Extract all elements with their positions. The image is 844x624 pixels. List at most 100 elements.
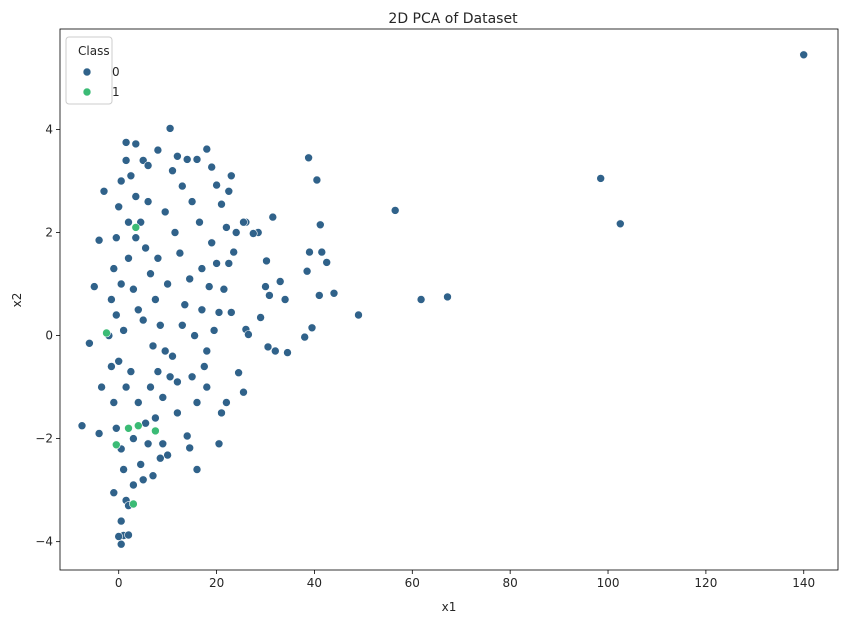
data-point-class-0 xyxy=(227,171,236,181)
data-point-class-0 xyxy=(202,346,212,356)
data-point-class-0 xyxy=(322,258,332,267)
data-point-class-0 xyxy=(185,274,194,284)
data-point-class-0 xyxy=(156,320,165,330)
data-point-class-0 xyxy=(170,228,180,237)
x-tick-label: 80 xyxy=(503,576,518,590)
data-point-class-0 xyxy=(212,180,221,190)
data-point-class-0 xyxy=(202,144,212,154)
data-point-class-1 xyxy=(102,328,111,338)
data-point-class-0 xyxy=(249,229,258,238)
data-point-class-0 xyxy=(354,310,363,320)
data-point-class-0 xyxy=(163,450,172,460)
legend-marker-class-0 xyxy=(82,67,92,77)
y-tick-label: −2 xyxy=(35,432,53,446)
points-layer xyxy=(77,50,809,549)
data-point-class-0 xyxy=(148,471,158,481)
data-point-class-0 xyxy=(121,138,131,147)
data-point-class-0 xyxy=(129,284,138,294)
data-point-class-0 xyxy=(227,308,236,317)
data-point-class-0 xyxy=(192,465,202,474)
data-point-class-0 xyxy=(153,145,163,155)
data-point-class-0 xyxy=(160,346,170,356)
data-point-class-0 xyxy=(217,408,226,418)
data-point-class-0 xyxy=(204,282,214,291)
data-point-class-0 xyxy=(197,264,207,273)
data-point-class-0 xyxy=(146,269,155,279)
data-point-class-0 xyxy=(146,382,155,392)
data-point-class-0 xyxy=(119,326,128,335)
data-point-class-0 xyxy=(158,439,168,449)
data-point-class-0 xyxy=(262,256,271,266)
data-point-class-0 xyxy=(307,323,317,333)
data-point-class-0 xyxy=(314,291,324,300)
data-point-class-0 xyxy=(231,228,241,237)
data-point-class-0 xyxy=(239,217,248,227)
data-point-class-0 xyxy=(224,259,234,268)
data-point-class-0 xyxy=(107,295,116,304)
data-point-class-0 xyxy=(256,313,265,322)
data-point-class-0 xyxy=(182,155,192,164)
data-point-class-0 xyxy=(136,460,145,469)
data-point-class-0 xyxy=(168,166,177,175)
data-point-class-0 xyxy=(85,338,94,348)
data-point-class-0 xyxy=(129,480,138,490)
data-point-class-0 xyxy=(116,176,126,186)
data-point-class-0 xyxy=(197,305,207,315)
data-point-class-0 xyxy=(302,266,312,276)
data-point-class-0 xyxy=(416,295,426,304)
data-point-class-0 xyxy=(283,348,292,357)
data-point-class-0 xyxy=(143,439,153,449)
legend-label-class-0: 0 xyxy=(112,65,120,79)
data-point-class-0 xyxy=(202,382,212,392)
chart-title: 2D PCA of Dataset xyxy=(388,11,518,27)
data-point-class-0 xyxy=(275,277,285,286)
data-point-class-0 xyxy=(131,139,141,149)
data-point-class-0 xyxy=(175,248,185,258)
data-point-class-0 xyxy=(214,439,224,449)
data-point-class-0 xyxy=(153,367,163,376)
data-point-class-0 xyxy=(131,233,141,242)
x-tick-label: 120 xyxy=(694,576,717,590)
data-point-class-0 xyxy=(109,488,119,498)
data-point-class-0 xyxy=(300,332,310,342)
y-tick-label: 4 xyxy=(45,122,53,136)
data-point-class-0 xyxy=(124,217,133,227)
data-point-class-0 xyxy=(229,247,238,257)
data-point-class-0 xyxy=(134,305,143,315)
legend: Class 0 1 xyxy=(65,36,120,105)
data-point-class-0 xyxy=(443,292,452,302)
data-point-class-0 xyxy=(312,175,322,185)
data-point-class-0 xyxy=(187,197,197,206)
data-point-class-0 xyxy=(209,326,219,335)
data-point-class-0 xyxy=(195,217,204,227)
data-point-class-0 xyxy=(136,217,145,227)
data-point-class-0 xyxy=(134,398,143,407)
data-point-class-0 xyxy=(114,356,123,366)
data-point-class-0 xyxy=(112,233,121,242)
data-point-class-0 xyxy=(121,382,131,392)
data-point-class-0 xyxy=(124,530,133,540)
data-point-class-0 xyxy=(114,532,123,541)
plot-frame xyxy=(59,28,839,571)
data-point-class-0 xyxy=(168,351,177,361)
data-point-class-0 xyxy=(234,368,243,378)
data-point-class-0 xyxy=(160,207,170,217)
data-point-class-0 xyxy=(799,50,809,60)
data-point-class-0 xyxy=(129,434,138,443)
data-point-class-0 xyxy=(596,174,606,183)
data-point-class-0 xyxy=(77,421,87,431)
x-tick-label: 40 xyxy=(307,576,322,590)
data-point-class-0 xyxy=(109,398,119,407)
x-tick-label: 100 xyxy=(597,576,620,590)
data-point-class-0 xyxy=(153,253,163,263)
data-point-class-0 xyxy=(280,295,290,304)
data-point-class-0 xyxy=(187,372,197,382)
data-point-class-0 xyxy=(173,377,182,387)
data-point-class-0 xyxy=(116,516,126,526)
data-point-class-0 xyxy=(304,153,313,163)
y-axis-ticks: −4 −2 0 2 4 xyxy=(35,122,60,549)
data-point-class-0 xyxy=(261,282,270,291)
data-point-class-1 xyxy=(129,499,138,509)
data-point-class-0 xyxy=(121,156,131,165)
data-point-class-0 xyxy=(329,288,339,298)
